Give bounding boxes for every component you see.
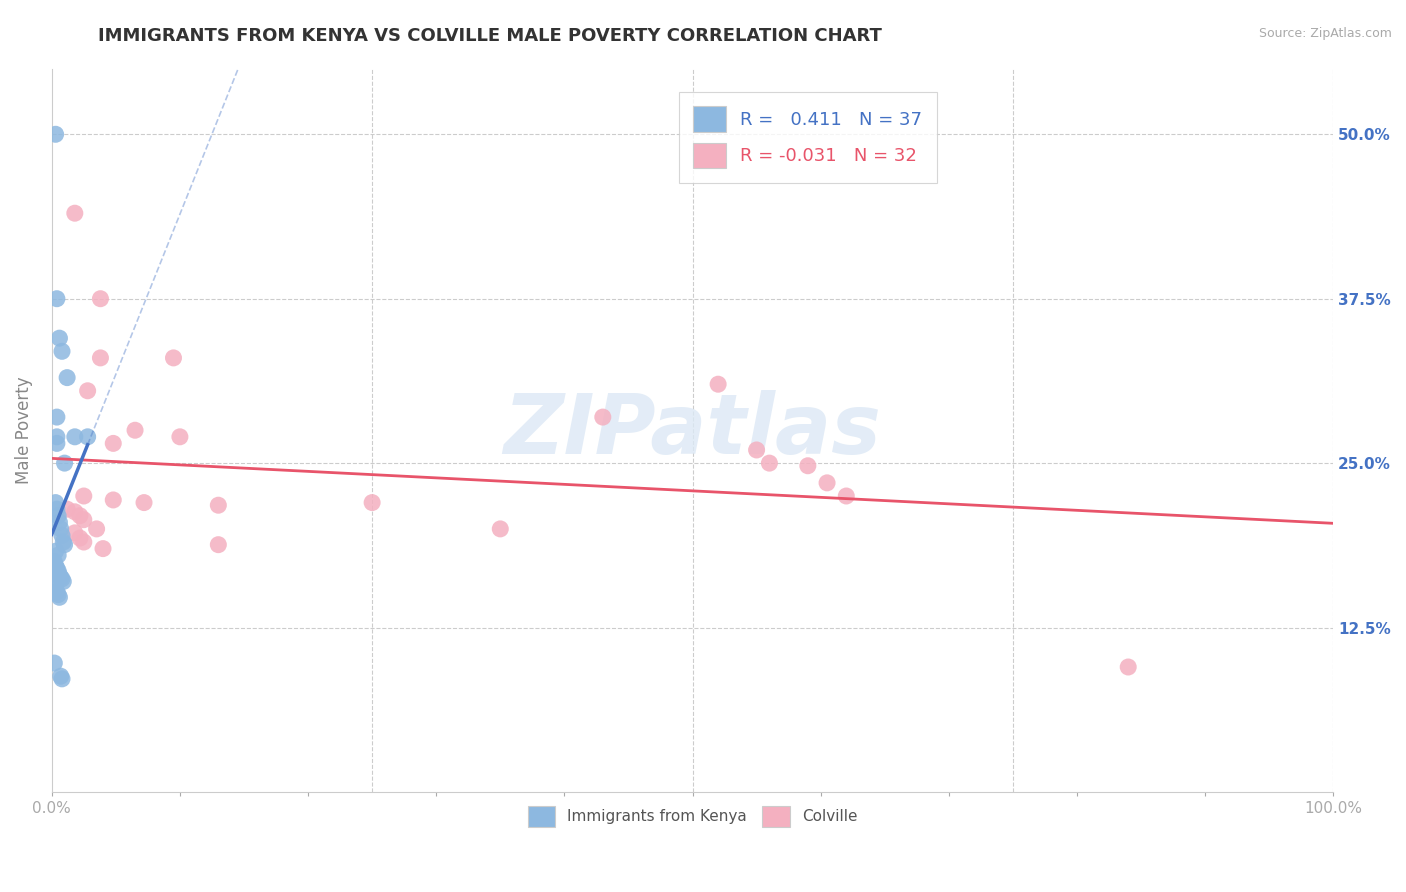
Point [45,502,67,516]
Point [49,570,72,584]
Point [124,423,146,437]
Point [86,522,108,536]
Point [53,538,76,552]
Point [45,495,67,509]
Point [51,572,73,586]
Point [49,522,72,536]
Point [815,475,838,490]
Point [103,436,125,450]
Point [69,508,91,523]
Point [361,495,384,509]
Point [46,564,69,578]
Point [162,351,184,365]
Point [53,456,76,470]
Point [51,344,73,359]
Legend: Immigrants from Kenya, Colville: Immigrants from Kenya, Colville [520,798,865,835]
Y-axis label: Male Poverty: Male Poverty [15,376,32,484]
Point [707,377,730,392]
Point [63,206,86,220]
Point [489,522,512,536]
Point [73,489,96,503]
Point [46,588,69,602]
Point [91,541,114,556]
Point [45,544,67,558]
Point [52,574,75,589]
Point [758,456,780,470]
Point [89,292,111,306]
Point [45,585,67,599]
Point [44,656,66,670]
Point [76,430,98,444]
Point [45,561,67,575]
Point [103,492,125,507]
Point [48,516,70,530]
Point [45,430,67,444]
Point [73,535,96,549]
Point [56,502,79,516]
Point [46,508,69,523]
Text: Source: ZipAtlas.com: Source: ZipAtlas.com [1258,27,1392,40]
Point [48,591,70,605]
Point [56,370,79,384]
Point [745,442,768,457]
Point [89,351,111,365]
Point [63,505,86,519]
Point [835,489,858,503]
Point [592,410,614,425]
Point [63,430,86,444]
Point [797,458,820,473]
Point [45,581,67,595]
Point [52,535,75,549]
Point [207,498,229,512]
Text: ZIPatlas: ZIPatlas [503,390,882,471]
Point [49,669,72,683]
Point [132,495,155,509]
Point [63,525,86,540]
Point [45,436,67,450]
Point [45,558,67,573]
Point [45,128,67,142]
Point [44,578,66,592]
Point [76,384,98,398]
Point [169,430,191,444]
Point [73,513,96,527]
Point [51,672,73,686]
Point [44,555,66,569]
Point [48,331,70,345]
Point [45,292,67,306]
Point [207,538,229,552]
Point [45,410,67,425]
Point [1116,660,1139,674]
Point [48,568,70,582]
Point [46,548,69,562]
Point [51,528,73,542]
Text: IMMIGRANTS FROM KENYA VS COLVILLE MALE POVERTY CORRELATION CHART: IMMIGRANTS FROM KENYA VS COLVILLE MALE P… [98,27,883,45]
Point [69,531,91,545]
